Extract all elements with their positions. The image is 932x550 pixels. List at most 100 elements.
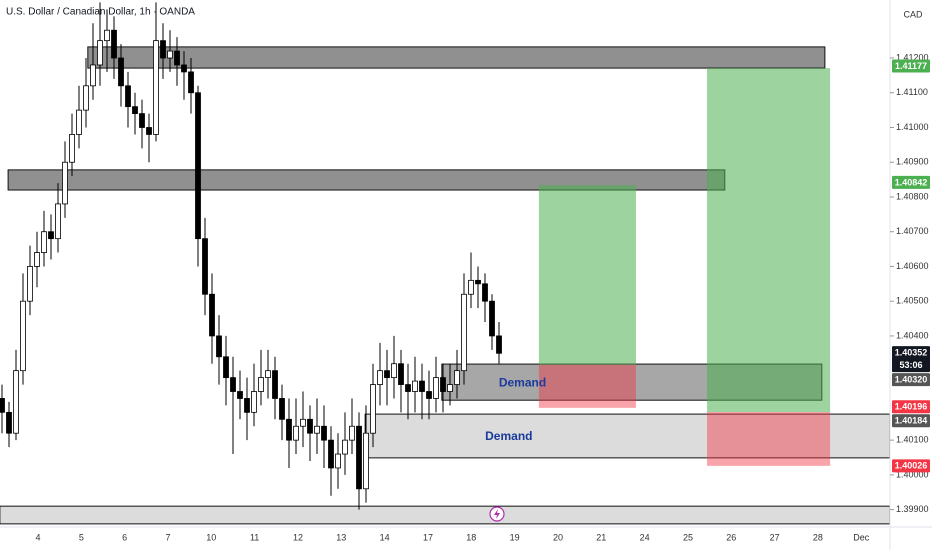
candle-body — [230, 377, 236, 392]
zone-label: Demand — [499, 375, 546, 389]
price-badge-label: 1.40842 — [895, 177, 928, 187]
y-tick-label: 1.40800 — [896, 191, 929, 201]
candle-body — [405, 384, 411, 392]
candle-body — [223, 356, 229, 379]
candle-body — [384, 370, 390, 379]
candle-body — [237, 391, 243, 399]
candle-body — [160, 40, 166, 59]
zone — [0, 505, 890, 525]
price-badge-label: 1.40320 — [895, 374, 928, 384]
x-tick-label: 21 — [596, 532, 606, 542]
x-tick-label: 25 — [683, 532, 693, 542]
candle-body — [83, 85, 89, 111]
y-tick-label: 1.40700 — [896, 226, 929, 236]
candle-body — [356, 425, 362, 490]
candle-body — [139, 113, 145, 128]
x-tick-label: 11 — [250, 532, 259, 542]
y-tick-label: 1.40100 — [896, 435, 929, 445]
price-badge-label: 1.40026 — [895, 461, 928, 471]
price-badge — [892, 59, 930, 73]
price-badge — [892, 175, 930, 189]
price-badge — [892, 459, 930, 473]
candle-body — [202, 238, 208, 295]
x-tick-label: 6 — [122, 532, 127, 542]
price-badge — [892, 373, 930, 387]
candle-body — [286, 418, 292, 441]
candle-body — [167, 50, 173, 59]
x-tick-label: 14 — [380, 532, 390, 542]
x-tick-label: 10 — [206, 532, 216, 542]
x-tick-label: Dec — [853, 532, 870, 542]
countdown-label: 53:06 — [899, 360, 922, 370]
candle-body — [300, 418, 306, 427]
candle-body — [181, 64, 187, 73]
price-badge-label: 1.40184 — [895, 416, 928, 426]
stop-area — [707, 412, 831, 466]
candle-body — [0, 398, 5, 413]
candle-body — [6, 411, 12, 434]
candle-body — [426, 391, 432, 399]
x-tick-label: 24 — [640, 532, 650, 542]
y-tick-label: 1.40900 — [896, 157, 929, 167]
y-tick-label: 1.41000 — [896, 122, 929, 132]
candle-body — [34, 252, 40, 267]
candle-body — [69, 134, 75, 163]
y-tick-label: 1.41200 — [896, 52, 929, 62]
candle-body — [307, 418, 313, 434]
y-tick-label: 1.40600 — [896, 261, 929, 271]
candle-body — [349, 425, 355, 441]
candle-body — [146, 127, 152, 135]
candle-body — [447, 384, 453, 392]
candle-body — [41, 231, 47, 253]
x-tick-label: 19 — [510, 532, 520, 542]
target-area — [538, 185, 636, 365]
candle-body — [335, 453, 341, 469]
candle-body — [293, 425, 299, 441]
candle-body — [90, 64, 96, 87]
currency-label: CAD — [903, 9, 923, 19]
candle-body — [440, 377, 446, 392]
y-tick-label: 1.39900 — [896, 504, 929, 514]
candle-body — [104, 29, 110, 42]
x-tick-label: 27 — [770, 532, 780, 542]
candle-body — [48, 231, 54, 240]
candle-body — [97, 40, 103, 66]
candle-body — [489, 300, 495, 337]
y-tick-label: 1.41100 — [896, 87, 928, 97]
price-badge-label: 1.40352 — [895, 347, 928, 357]
candle-body — [342, 439, 348, 455]
candle-body — [118, 57, 124, 87]
x-tick-label: 12 — [293, 532, 303, 542]
y-tick-label: 1.40000 — [896, 469, 929, 479]
x-tick-label: 5 — [79, 532, 84, 542]
candle-body — [216, 335, 222, 358]
x-tick-label: 7 — [165, 532, 170, 542]
candle-body — [461, 293, 467, 372]
candle-body — [55, 203, 61, 240]
x-tick-label: 18 — [466, 532, 476, 542]
x-tick-label: 28 — [813, 532, 823, 542]
candle-body — [419, 380, 425, 392]
candle-body — [132, 106, 138, 114]
candle-body — [62, 161, 68, 205]
price-badge-label: 1.41177 — [895, 61, 927, 71]
x-tick-label: 17 — [423, 532, 433, 542]
x-tick-label: 13 — [336, 532, 346, 542]
candle-body — [454, 370, 460, 385]
candle-body — [188, 71, 194, 94]
candle-body — [20, 300, 26, 372]
candle-body — [370, 384, 376, 434]
candle-body — [27, 266, 33, 302]
candle-body — [496, 335, 502, 354]
candle-body — [468, 279, 474, 295]
candle-body — [251, 391, 257, 413]
target-area — [707, 68, 831, 413]
candle-body — [195, 92, 201, 240]
candle-body — [321, 425, 327, 441]
candle-body — [153, 40, 159, 135]
candle-body — [475, 279, 481, 285]
candle-body — [412, 380, 418, 392]
candle-body — [433, 377, 439, 399]
candle-body — [209, 293, 215, 337]
